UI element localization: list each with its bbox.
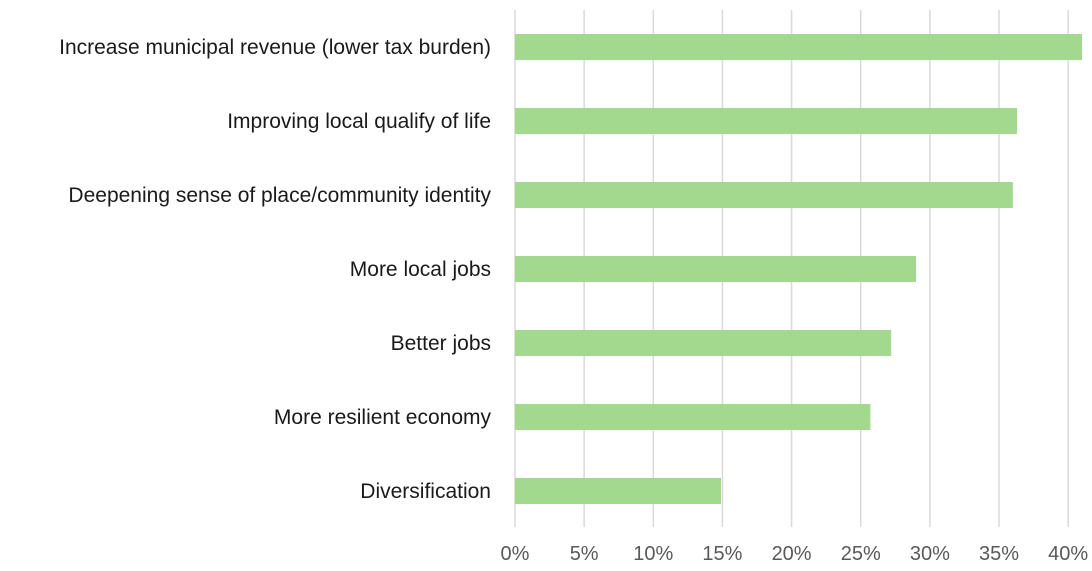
bar	[515, 478, 722, 504]
bar	[515, 34, 1082, 60]
category-label: Diversification	[360, 480, 491, 503]
category-label: Deepening sense of place/community ident…	[68, 184, 491, 207]
bar	[515, 404, 871, 430]
category-label: More local jobs	[350, 258, 491, 281]
x-tick-label: 20%	[772, 543, 812, 565]
bars	[515, 34, 1082, 504]
x-tick-label: 35%	[979, 543, 1019, 565]
bar	[515, 182, 1013, 208]
bar	[515, 108, 1018, 134]
category-label: Improving local qualify of life	[227, 110, 491, 133]
category-label: More resilient economy	[274, 406, 492, 429]
bar	[515, 330, 892, 356]
x-tick-label: 25%	[841, 543, 881, 565]
x-tick-label: 0%	[501, 543, 530, 565]
x-tick-label: 5%	[570, 543, 599, 565]
category-labels: Increase municipal revenue (lower tax bu…	[59, 36, 491, 503]
x-axis-tick-labels: 0% 5% 10% 15% 20% 25% 30% 35% 40%	[501, 543, 1089, 565]
x-tick-label: 30%	[910, 543, 950, 565]
x-tick-label: 15%	[702, 543, 742, 565]
x-tick-label: 10%	[633, 543, 673, 565]
category-label: Better jobs	[391, 332, 491, 355]
bar	[515, 256, 917, 282]
x-tick-label: 40%	[1048, 543, 1088, 565]
category-label: Increase municipal revenue (lower tax bu…	[59, 36, 491, 59]
